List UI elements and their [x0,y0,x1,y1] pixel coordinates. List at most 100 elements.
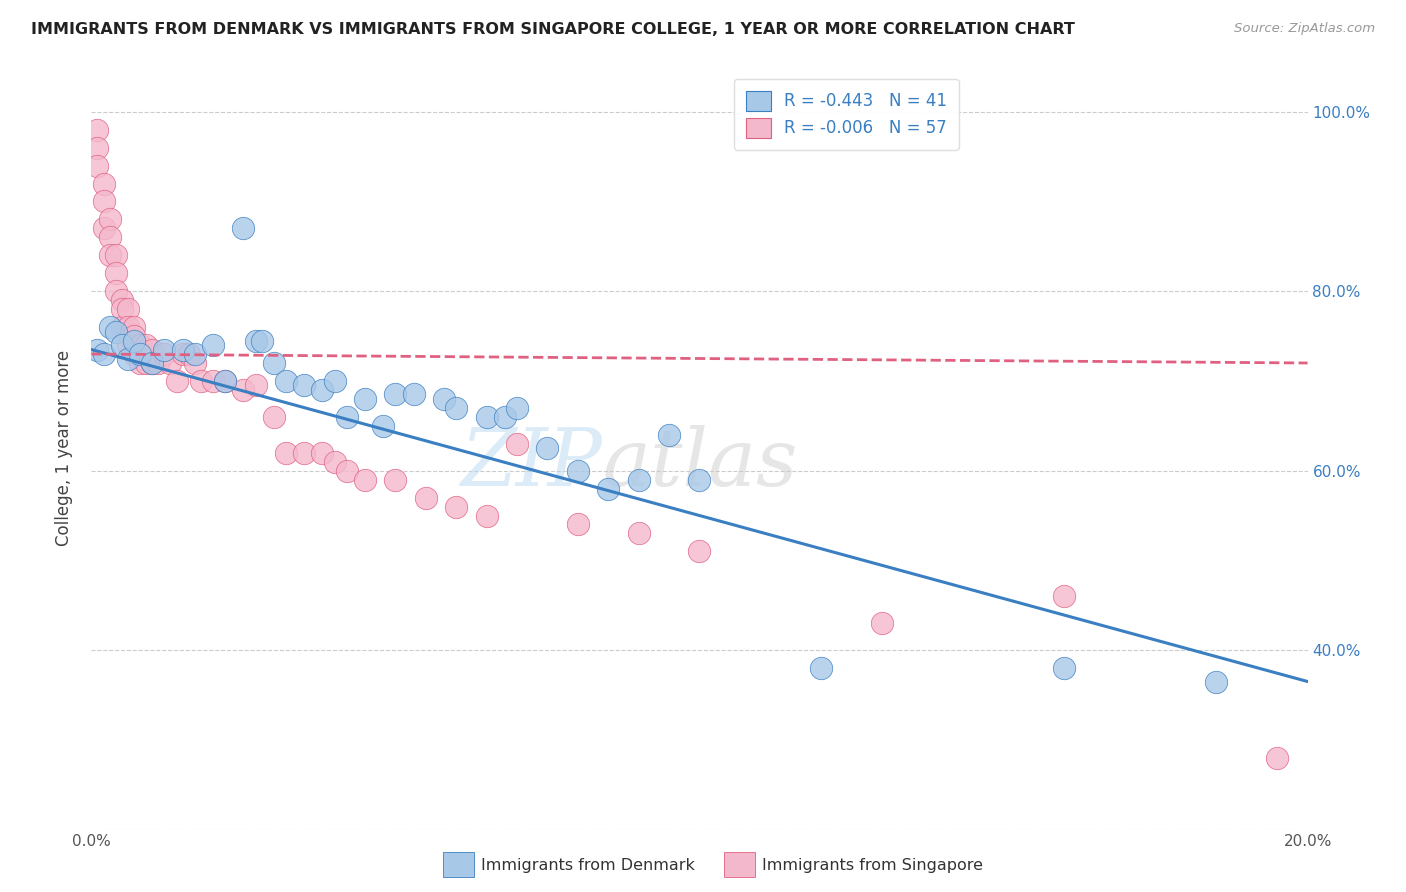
Point [354,392,377,406]
Point [98,248,121,262]
Point [1205,674,1227,689]
Text: IMMIGRANTS FROM DENMARK VS IMMIGRANTS FROM SINGAPORE COLLEGE, 1 YEAR OR MORE COR: IMMIGRANTS FROM DENMARK VS IMMIGRANTS FR… [31,22,1074,37]
Point [311,383,333,397]
Point [122,320,145,334]
Text: atlas: atlas [602,425,797,502]
Point [86,343,108,357]
Point [475,409,498,424]
Point [202,338,225,352]
Point [688,473,710,487]
Point [245,378,267,392]
Point [598,482,620,496]
Point [153,347,176,361]
Point [117,351,139,366]
Point [323,374,346,388]
Point [336,409,359,424]
Point [148,356,170,370]
Point [567,464,589,478]
Point [627,526,650,541]
Point [1265,751,1288,765]
Point [402,387,425,401]
Text: Source: ZipAtlas.com: Source: ZipAtlas.com [1234,22,1375,36]
Point [184,356,207,370]
Point [104,325,127,339]
Legend: R = -0.443   N = 41, R = -0.006   N = 57: R = -0.443 N = 41, R = -0.006 N = 57 [734,79,959,150]
Point [93,177,115,191]
Point [86,141,108,155]
Point [506,436,529,450]
Point [245,334,267,348]
Point [111,338,134,352]
Point [415,491,437,505]
Point [536,442,558,455]
Y-axis label: College, 1 year or more: College, 1 year or more [55,351,73,546]
Point [214,374,236,388]
Point [658,427,681,442]
Point [129,338,152,352]
Point [117,320,139,334]
Point [122,347,145,361]
Point [1053,589,1076,603]
Point [98,212,121,227]
Point [111,293,134,308]
Point [177,347,200,361]
Point [627,473,650,487]
Point [433,392,456,406]
Text: Immigrants from Denmark: Immigrants from Denmark [481,858,695,872]
Point [141,343,163,357]
Point [141,356,163,370]
Point [444,500,467,514]
Point [166,374,188,388]
Point [190,374,212,388]
Point [98,230,121,244]
Point [688,544,710,558]
Point [444,401,467,415]
Point [202,374,225,388]
Point [172,347,194,361]
Point [384,387,406,401]
Point [232,383,254,397]
Point [93,347,115,361]
Point [153,343,176,357]
Point [93,194,115,209]
Point [104,266,127,280]
Point [122,334,145,348]
Point [117,302,139,317]
Point [98,320,121,334]
Point [567,517,589,532]
Point [494,409,516,424]
Point [810,661,832,675]
Point [86,159,108,173]
Text: ZIP: ZIP [460,425,602,502]
Point [336,464,359,478]
Text: Immigrants from Singapore: Immigrants from Singapore [762,858,983,872]
Point [111,320,134,334]
Point [1053,661,1076,675]
Point [172,343,194,357]
Point [263,356,285,370]
Point [475,508,498,523]
Point [93,221,115,235]
Point [274,446,297,460]
Point [232,221,254,235]
Point [214,374,236,388]
Point [104,248,127,262]
Point [111,302,134,317]
Point [354,473,377,487]
Point [129,356,152,370]
Point [292,446,315,460]
Point [311,446,333,460]
Point [323,455,346,469]
Point [135,338,157,352]
Point [135,356,157,370]
Point [292,378,315,392]
Point [141,356,163,370]
Point [86,122,108,136]
Point [129,347,152,361]
Point [384,473,406,487]
Point [122,329,145,343]
Point [159,356,181,370]
Point [506,401,529,415]
Point [274,374,297,388]
Point [263,409,285,424]
